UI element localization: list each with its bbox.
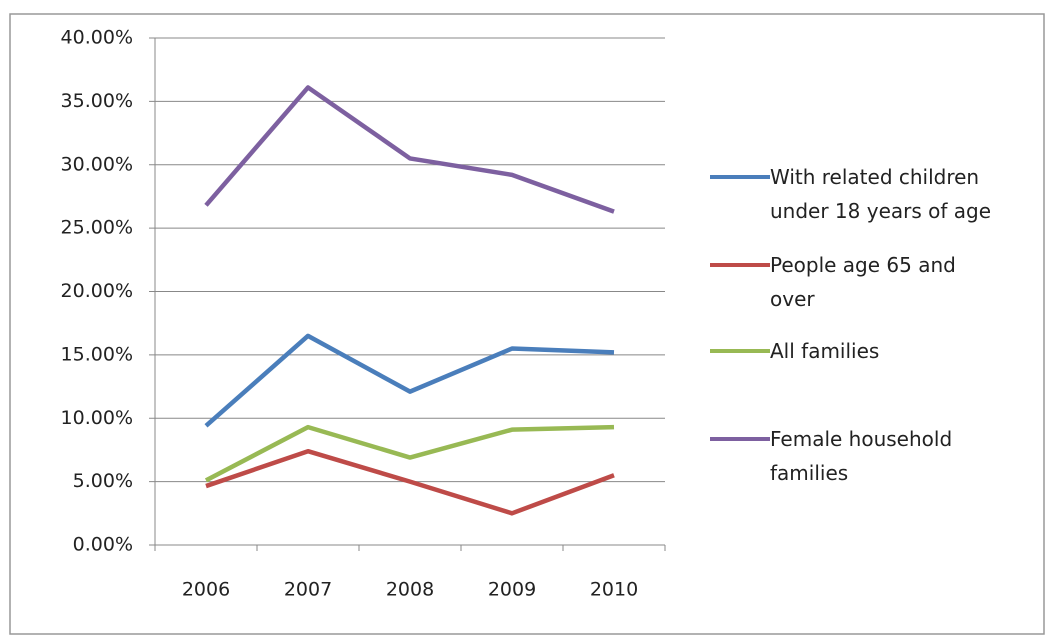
y-tick-label: 20.00%	[61, 280, 133, 302]
legend-label: All families	[770, 339, 880, 363]
y-tick-label: 0.00%	[73, 534, 133, 556]
x-tick-label: 2007	[284, 579, 332, 601]
legend-label: People age 65 and over	[770, 253, 956, 311]
series-line	[205, 448, 615, 516]
x-tick-label: 2010	[590, 579, 638, 601]
y-tick-label: 35.00%	[61, 90, 133, 112]
x-tick-label: 2006	[182, 579, 230, 601]
y-tick-label: 30.00%	[61, 153, 133, 175]
legend-swatch	[710, 437, 770, 441]
y-tick-label: 25.00%	[61, 217, 133, 239]
legend-label: Female household families	[770, 427, 953, 485]
y-tick-label: 15.00%	[61, 343, 133, 365]
legend-swatch	[710, 349, 770, 353]
legend-item: People age 65 and over	[710, 248, 1040, 316]
legend-label: With related children under 18 years of …	[770, 165, 992, 223]
x-tick-label: 2009	[488, 579, 536, 601]
legend-item: All families	[710, 334, 1040, 368]
legend-swatch	[710, 175, 770, 179]
legend-swatch	[710, 263, 770, 267]
legend-item: Female household families	[710, 422, 1040, 490]
y-tick-label: 40.00%	[61, 27, 133, 49]
series-line	[204, 424, 615, 483]
chart-frame	[9, 13, 1045, 635]
y-tick-label: 5.00%	[73, 470, 133, 492]
series-line	[204, 333, 615, 428]
x-tick-label: 2008	[386, 579, 434, 601]
series-line	[204, 85, 615, 214]
legend-item: With related children under 18 years of …	[710, 160, 1040, 228]
y-tick-label: 10.00%	[61, 407, 133, 429]
